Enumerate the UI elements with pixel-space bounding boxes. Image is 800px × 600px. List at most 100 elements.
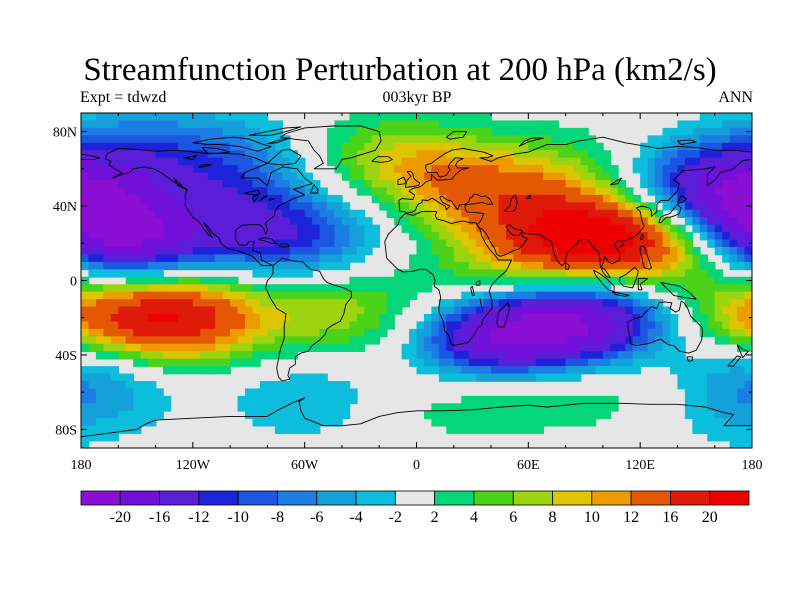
contour-cell [461, 232, 470, 241]
contour-cell [163, 284, 172, 293]
contour-cell [304, 403, 313, 412]
contour-cell [558, 418, 567, 427]
contour-cell [185, 291, 194, 300]
contour-cell [95, 239, 105, 248]
contour-cell [118, 209, 127, 219]
contour-cell [491, 351, 500, 360]
contour-cell [133, 261, 142, 271]
contour-cell [245, 209, 254, 219]
contour-cell [103, 135, 112, 144]
contour-cell [505, 425, 515, 434]
contour-cell [565, 150, 574, 159]
contour-cell [647, 165, 656, 174]
contour-cell [714, 150, 723, 159]
contour-cell [140, 328, 149, 338]
contour-cell [252, 224, 261, 233]
contour-cell [520, 239, 530, 248]
contour-cell [334, 135, 343, 144]
contour-cell [215, 358, 224, 367]
contour-cell [513, 306, 522, 315]
contour-cell [476, 269, 485, 278]
contour-cell [95, 150, 105, 159]
contour-cell [617, 217, 627, 226]
contour-cell [483, 358, 492, 367]
contour-cell [118, 120, 127, 129]
contour-cell [177, 284, 187, 293]
contour-cell [550, 127, 559, 137]
contour-cell [573, 328, 582, 338]
contour-cell [215, 194, 224, 204]
contour-cell [222, 142, 231, 152]
contour-cell [364, 284, 373, 293]
contour-cell [610, 239, 619, 248]
contour-cell [640, 239, 649, 248]
contour-cell [520, 373, 530, 382]
contour-cell [259, 239, 269, 248]
contour-cell [699, 388, 709, 397]
contour-cell [200, 276, 209, 286]
contour-cell [655, 135, 664, 144]
contour-cell [602, 358, 612, 367]
contour-cell [602, 217, 612, 226]
contour-cell [364, 150, 373, 159]
contour-cell [737, 224, 746, 233]
contour-cell [327, 328, 336, 338]
contour-cell [483, 254, 492, 263]
contour-cell [565, 336, 574, 345]
contour-cell [722, 202, 731, 211]
contour-cell [416, 180, 425, 189]
contour-cell [550, 366, 559, 375]
contour-cell [334, 321, 343, 330]
contour-cell [230, 120, 239, 129]
contour-cell [274, 291, 284, 300]
contour-cell [632, 261, 641, 271]
contour-cell [491, 209, 500, 219]
contour-cell [729, 172, 738, 181]
contour-cell [550, 373, 559, 382]
contour-cell [341, 395, 351, 405]
contour-cell [215, 135, 224, 144]
contour-cell [729, 418, 738, 427]
contour-cell [349, 120, 358, 129]
contour-cell [744, 254, 752, 263]
contour-cell [602, 351, 612, 360]
contour-cell [349, 150, 358, 159]
contour-cell [707, 388, 716, 397]
contour-cell [133, 395, 142, 405]
contour-cell [580, 209, 589, 219]
contour-cell [118, 299, 127, 308]
contour-cell [416, 209, 425, 219]
contour-cell [334, 150, 343, 159]
contour-cell [453, 135, 463, 144]
contour-cell [192, 217, 202, 226]
coastline [257, 237, 278, 244]
contour-cell [103, 217, 112, 226]
contour-cell [707, 202, 716, 211]
contour-cell [312, 395, 321, 405]
contour-cell [520, 328, 530, 338]
contour-cell [528, 247, 537, 256]
contour-cell [118, 142, 127, 152]
contour-cell [304, 343, 313, 353]
contour-cell [88, 373, 97, 382]
contour-cell [438, 261, 448, 271]
contour-cell [513, 261, 522, 271]
contour-cell [356, 232, 366, 241]
contour-cell [535, 299, 545, 308]
contour-cell [669, 269, 679, 278]
contour-cell [125, 269, 134, 278]
contour-cell [714, 299, 723, 308]
contour-cell [453, 180, 463, 189]
contour-cell [103, 247, 112, 256]
contour-cell [587, 202, 597, 211]
contour-cell [513, 187, 522, 196]
contour-cell [543, 314, 552, 323]
x-tick-label: 180 [742, 458, 763, 473]
contour-cell [476, 351, 485, 360]
contour-cell [416, 194, 425, 204]
contour-cell [170, 358, 179, 367]
contour-cell [88, 239, 97, 248]
contour-cell [95, 306, 105, 315]
contour-cell [416, 142, 425, 152]
contour-cell [349, 135, 358, 144]
